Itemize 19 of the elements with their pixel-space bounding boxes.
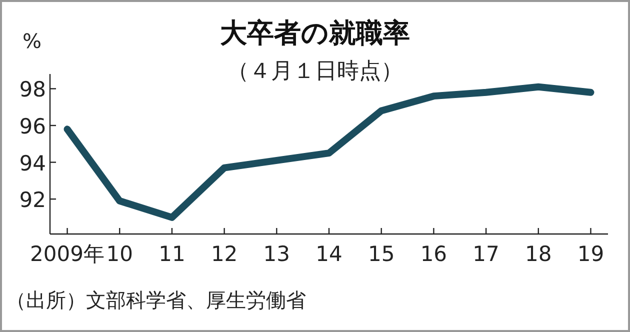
text: （出所）文部科学省、厚生労働省 (6, 288, 306, 312)
x-tick-label: 16 (420, 242, 448, 266)
x-tick-label: 15 (368, 242, 395, 266)
y-tick-label: 98 (19, 78, 46, 102)
x-tick-label: 10 (106, 242, 133, 266)
x-tick-label: 12 (210, 242, 238, 266)
y-tick-label: 92 (19, 188, 46, 212)
y-axis-title: % (22, 29, 42, 53)
chart-subtitle: （４月１日時点） (227, 59, 403, 84)
x-tick-label: 19 (577, 242, 604, 266)
x-tick-label: 14 (316, 242, 342, 266)
y-tick-label: 94 (19, 151, 46, 176)
x-tick-label: 2009年 (30, 242, 104, 266)
x-tick-label: 11 (158, 242, 186, 266)
x-tick-label: 18 (525, 242, 552, 266)
x-tick-label: 13 (263, 242, 290, 266)
x-tick-label: 17 (472, 242, 500, 266)
y-tick-label: 96 (19, 114, 46, 138)
chart-title: 大卒者の就職率 (220, 18, 410, 49)
